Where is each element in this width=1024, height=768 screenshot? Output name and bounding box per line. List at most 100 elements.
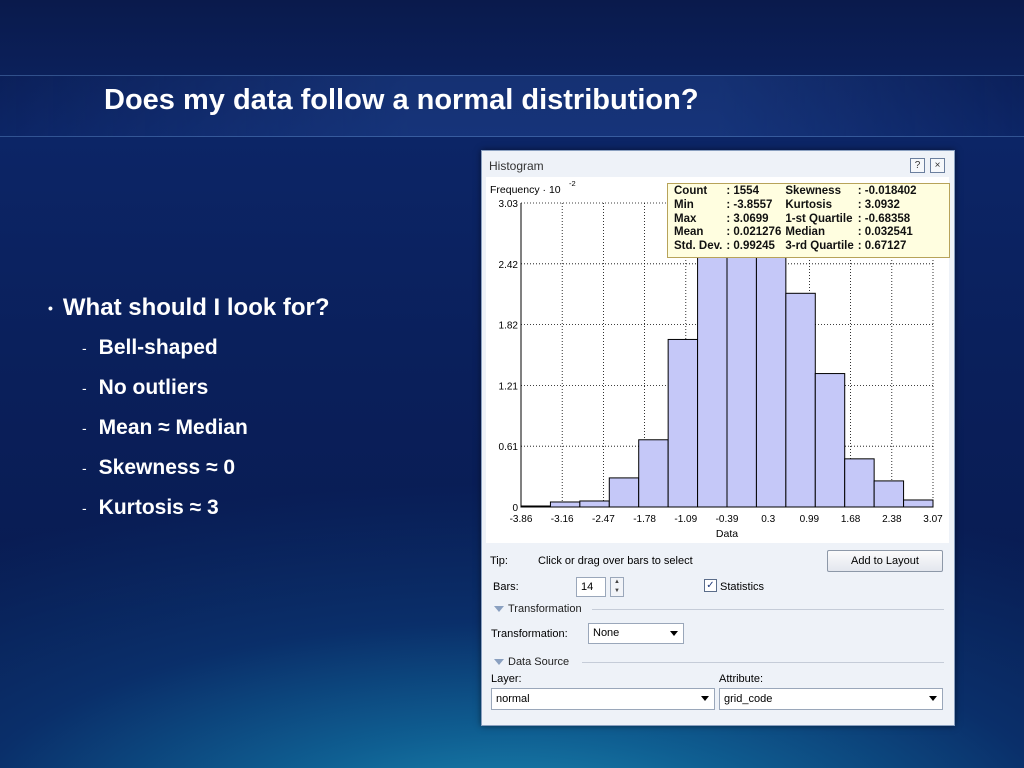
stat-value: : -3.8557: [726, 198, 773, 211]
dash: -: [82, 340, 87, 356]
dash: -: [82, 380, 87, 396]
sub-bullet: - Skewness ≈ 0: [82, 448, 330, 488]
bullet-main: • What should I look for?: [48, 294, 330, 322]
transformation-value: None: [593, 627, 620, 639]
stat-name: Median: [785, 226, 825, 239]
statistics-label: Statistics: [720, 581, 765, 593]
data-source-section-header[interactable]: Data Source: [494, 656, 569, 668]
bullet-dot: •: [48, 300, 53, 316]
stats-row: Std. Dev.: 0.99245 3-rd Quartile: 0.67127: [672, 240, 919, 254]
stat-name: Max: [674, 212, 697, 225]
histogram-bar: [638, 439, 669, 508]
stat-name: 1-st Quartile: [785, 212, 853, 225]
histogram-window: Histogram ? × 0 0.61 1.21 1.82 2.42 3.03 -3.86…: [481, 150, 955, 726]
histogram-bar: [667, 338, 699, 508]
histogram-bar: [755, 240, 787, 508]
histogram-bar: [844, 458, 875, 508]
bars-stepper[interactable]: ▲ ▼: [610, 577, 624, 597]
title-band: [0, 75, 1024, 137]
add-to-layout-button[interactable]: Add to Layout: [827, 550, 943, 572]
attribute-select[interactable]: grid_code: [719, 688, 943, 710]
bullet-main-text: What should I look for?: [62, 294, 330, 321]
bars-label: Bars:: [493, 581, 519, 593]
sub-bullet-text: No outliers: [98, 376, 209, 399]
stats-row: Min: -3.8557 Kurtosis: 3.0932: [672, 199, 919, 213]
dash: -: [82, 420, 87, 436]
stat-value: : 0.99245: [726, 240, 775, 253]
sub-bullet-text: Bell-shaped: [98, 336, 218, 359]
stat-name: Min: [674, 198, 694, 211]
dropdown-arrow-icon[interactable]: [670, 631, 678, 636]
attribute-label: Attribute:: [719, 673, 764, 685]
attribute-value: grid_code: [724, 693, 773, 705]
stat-value: : -0.68358: [857, 212, 911, 225]
close-button[interactable]: ×: [930, 158, 945, 173]
histogram-bar: [873, 480, 905, 508]
sub-bullet: - Mean ≈ Median: [82, 408, 330, 448]
sub-bullet: - Bell-shaped: [82, 328, 330, 368]
stat-name: 3-rd Quartile: [785, 240, 854, 253]
histogram-bar: [903, 499, 934, 508]
x-tick-label: -0.39: [716, 514, 739, 525]
sub-bullet-text: Mean ≈ Median: [98, 416, 248, 439]
stat-value: : 3.0699: [726, 212, 769, 225]
y-tick-label: 1.82: [499, 321, 519, 332]
sub-bullet: - No outliers: [82, 368, 330, 408]
collapse-triangle-icon[interactable]: [494, 606, 504, 613]
x-axis-label: Data: [716, 528, 738, 540]
stat-value: : 0.021276: [726, 226, 782, 239]
x-tick-label: -1.78: [633, 514, 656, 525]
statistics-checkbox[interactable]: ✓: [704, 579, 717, 592]
sub-bullet-list: - Bell-shaped - No outliers - Mean ≈ Median…: [48, 328, 330, 528]
x-tick-label: 0.3: [761, 514, 775, 525]
histogram-bar: [697, 235, 728, 508]
stats-row: Count: 1554 Skewness: -0.018402: [672, 185, 919, 199]
bars-input[interactable]: 14: [576, 577, 606, 597]
y-tick-label: 1.21: [499, 381, 519, 392]
stat-name: Count: [674, 185, 708, 197]
histogram-chart[interactable]: 0 0.61 1.21 1.82 2.42 3.03 -3.86 -3.16 -2.47 -1.7…: [486, 177, 949, 543]
transformation-select[interactable]: None: [588, 623, 684, 644]
y-tick-label: 0.61: [499, 442, 519, 453]
statistics-table: Count: 1554 Skewness: -0.018402 Min: -3.85…: [672, 185, 919, 254]
y-axis-exponent: -2: [569, 179, 576, 188]
stepper-up-icon[interactable]: ▲: [614, 579, 620, 585]
dash: -: [82, 460, 87, 476]
transformation-section-header[interactable]: Transformation: [494, 603, 582, 615]
stat-value: : 0.032541: [857, 226, 913, 239]
sub-bullet-text: Kurtosis ≈ 3: [98, 496, 219, 519]
x-tick-label: -2.47: [592, 514, 615, 525]
data-source-section-label: Data Source: [508, 656, 570, 668]
stepper-down-icon[interactable]: ▼: [614, 588, 620, 594]
dropdown-arrow-icon[interactable]: [929, 696, 937, 701]
bullet-list: • What should I look for? - Bell-shaped -…: [48, 294, 330, 528]
dash: -: [82, 500, 87, 516]
layer-label: Layer:: [491, 673, 522, 685]
stat-name: Kurtosis: [785, 198, 833, 211]
histogram-bar: [549, 501, 581, 508]
stats-row: Max : 3.0699 1-st Quartile : -0.68358: [672, 213, 919, 227]
slide-title: Does my data follow a normal distributio…: [104, 84, 699, 116]
x-tick-label: 0.99: [800, 514, 820, 525]
histogram-bar: [608, 477, 640, 508]
stat-name: Skewness: [785, 185, 841, 197]
histogram-plot[interactable]: 0 0.61 1.21 1.82 2.42 3.03 -3.86 -3.16 -2.47 -1.7…: [486, 177, 950, 543]
collapse-triangle-icon[interactable]: [494, 659, 504, 666]
histogram-bar: [814, 373, 846, 508]
y-tick-label: 0: [512, 503, 518, 514]
histogram-bar: [579, 500, 610, 508]
transformation-label: Transformation:: [491, 628, 568, 640]
stat-name: Mean: [674, 226, 704, 239]
x-tick-label: -3.86: [510, 514, 533, 525]
stat-value: : 1554: [726, 185, 759, 197]
x-tick-label: -3.16: [551, 514, 574, 525]
section-divider: [592, 609, 944, 610]
dropdown-arrow-icon[interactable]: [701, 696, 709, 701]
y-tick-label: 3.03: [499, 199, 519, 210]
help-button[interactable]: ?: [910, 158, 925, 173]
window-title: Histogram: [489, 159, 544, 173]
layer-select[interactable]: normal: [491, 688, 715, 710]
histogram-bar: [785, 292, 816, 508]
x-tick-label: 1.68: [841, 514, 861, 525]
layer-value: normal: [496, 693, 530, 705]
